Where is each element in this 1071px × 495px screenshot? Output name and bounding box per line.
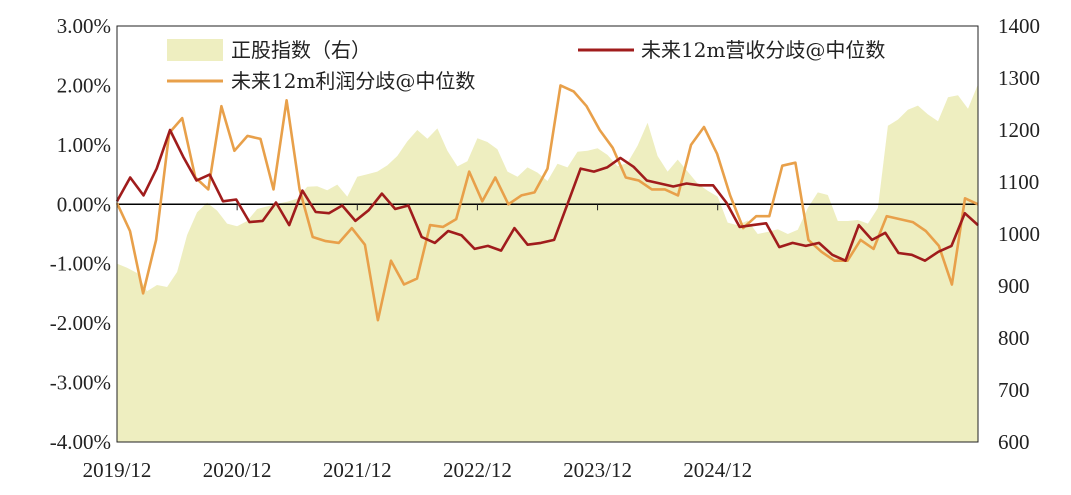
right-tick-label: 1200 xyxy=(998,118,1040,142)
legend-area-swatch xyxy=(167,39,223,61)
right-axis: 600 700 800 900 1000 1100 1200 1300 1400 xyxy=(998,14,1040,454)
revenue-divergence-line xyxy=(115,128,979,263)
legend-revenue-label: 未来12m营收分歧@中位数 xyxy=(641,38,885,62)
right-tick-label: 1000 xyxy=(998,222,1040,246)
x-tick-label: 2020/12 xyxy=(203,458,272,482)
left-tick-label: 0.00% xyxy=(57,192,111,216)
profit-divergence-line xyxy=(115,84,979,322)
left-tick-label: -2.00% xyxy=(50,311,111,335)
left-tick-label: 3.00% xyxy=(57,14,111,38)
right-tick-label: 600 xyxy=(998,430,1030,454)
plot-frame xyxy=(116,25,979,443)
index-area xyxy=(117,84,978,442)
left-tick-label: -3.00% xyxy=(50,371,111,395)
x-tick-label: 2022/12 xyxy=(443,458,512,482)
left-tick-label: -1.00% xyxy=(50,252,111,276)
left-tick-label: -4.00% xyxy=(50,430,111,454)
right-tick-label: 800 xyxy=(998,326,1030,350)
x-tick-label: 2021/12 xyxy=(323,458,392,482)
x-axis: 2019/12 2020/12 2021/12 2022/12 2023/12 2024/… xyxy=(83,204,752,482)
x-tick-label: 2023/12 xyxy=(563,458,632,482)
left-axis: -4.00% -3.00% -2.00% -1.00% 0.00% 1.00% 2.00% 3… xyxy=(50,14,111,454)
legend: 正股指数（右） 未来12m营收分歧@中位数 未来12m利润分歧@中位数 xyxy=(167,38,885,93)
plot-area xyxy=(115,25,979,443)
right-tick-label: 1300 xyxy=(998,66,1040,90)
right-tick-label: 1100 xyxy=(998,170,1039,194)
legend-area-label: 正股指数（右） xyxy=(231,38,371,62)
right-tick-label: 900 xyxy=(998,274,1030,298)
left-tick-label: 2.00% xyxy=(57,73,111,97)
right-tick-label: 700 xyxy=(998,378,1030,402)
x-tick-label: 2019/12 xyxy=(83,458,152,482)
left-tick-label: 1.00% xyxy=(57,133,111,157)
right-tick-label: 1400 xyxy=(998,14,1040,38)
x-tick-label: 2024/12 xyxy=(683,458,752,482)
legend-profit-label: 未来12m利润分歧@中位数 xyxy=(231,69,475,93)
